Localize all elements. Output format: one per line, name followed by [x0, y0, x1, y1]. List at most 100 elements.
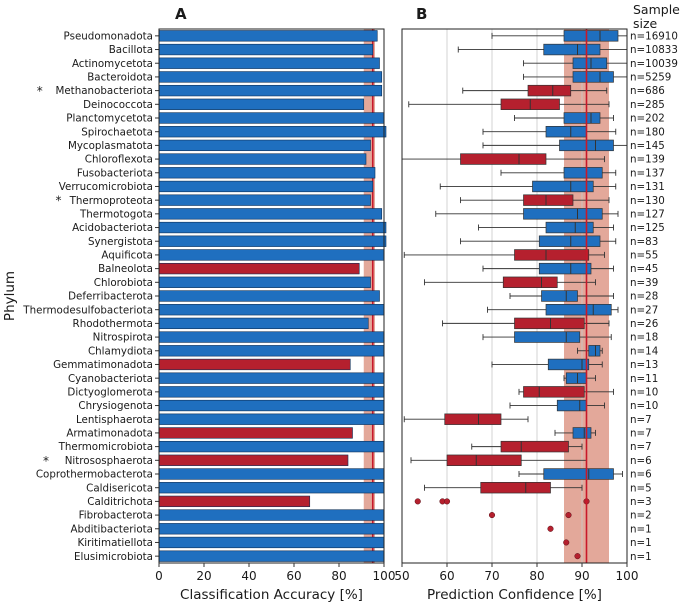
data-point: [574, 553, 581, 560]
phylum-label: Acidobacteriota: [72, 222, 153, 234]
confidence-box: [500, 440, 569, 453]
accuracy-bar: [158, 413, 385, 425]
accuracy-bar: [158, 358, 351, 371]
x-tick-label: 60: [286, 569, 301, 583]
panel-a-frame: [158, 28, 385, 564]
confidence-box: [572, 57, 608, 69]
accuracy-bar: [158, 331, 385, 343]
starred-marker-icon: *: [43, 454, 49, 468]
phylum-label: Chloroflexota: [85, 154, 153, 166]
confidence-box: [514, 317, 585, 330]
confidence-box: [543, 468, 614, 480]
x-tick-label: 0: [155, 569, 163, 583]
phylum-label: Chlamydiota: [88, 345, 153, 357]
phylum-label: Thermomicrobiota: [58, 441, 153, 453]
sample-size-label: n=7: [630, 414, 652, 426]
confidence-box: [538, 262, 592, 275]
panel-a: Pseudomonadota Bacillota Actinomycetota Bac…: [2, 5, 395, 603]
confidence-box: [523, 194, 574, 206]
data-point: [565, 512, 572, 519]
accuracy-bar: [158, 386, 385, 398]
accuracy-bar: [158, 372, 385, 384]
sample-size-label: n=180: [630, 126, 665, 138]
data-point: [443, 498, 451, 505]
sample-size-label: n=130: [630, 195, 665, 207]
phylum-label: Nitrospirota: [93, 332, 153, 344]
sample-size-label: n=6: [630, 455, 652, 467]
accuracy-bar: [158, 112, 385, 124]
accuracy-bar: [158, 208, 383, 220]
sample-size-label: n=13: [630, 359, 658, 371]
sample-size-label: n=5259: [630, 72, 671, 84]
accuracy-bar: [158, 153, 367, 165]
accuracy-bar: [158, 84, 383, 97]
confidence-box: [563, 30, 619, 42]
sample-size-label: n=18: [630, 332, 658, 344]
confidence-box: [527, 84, 572, 97]
accuracy-bar: [158, 509, 385, 521]
confidence-box: [541, 290, 578, 302]
confidence-box: [502, 276, 558, 288]
confidence-box: [543, 43, 601, 56]
x-tick-label: 60: [439, 569, 454, 583]
sample-size-label: n=10: [630, 400, 658, 412]
confidence-box: [588, 345, 601, 357]
confidence-box: [532, 180, 594, 193]
sample-size-label: n=285: [630, 99, 665, 111]
accuracy-bar: [158, 139, 371, 152]
sample-size-label: n=125: [630, 222, 665, 234]
sample-size-label: n=1: [630, 523, 652, 535]
phylum-label: Fibrobacterota: [79, 510, 153, 522]
sample-size-header-line2: size: [633, 16, 658, 31]
phylum-label: Synergistota: [88, 236, 153, 248]
phylum-label: Aquificota: [101, 250, 153, 262]
confidence-box: [563, 112, 601, 124]
sample-size-label: n=11: [630, 373, 658, 385]
phylum-label: Gemmatimonadota: [53, 359, 153, 371]
accuracy-bar: [158, 249, 385, 261]
phylum-label: Fusobacteriota: [77, 167, 153, 179]
phylum-label: Spirochaetota: [81, 126, 153, 138]
x-tick-label: 50: [394, 569, 409, 583]
sample-size-label: n=137: [630, 167, 665, 179]
phylum-label: Balneolota: [98, 263, 153, 275]
phylum-label: Bacillota: [109, 44, 153, 56]
accuracy-bar: [158, 98, 365, 110]
accuracy-bar: [158, 304, 385, 316]
accuracy-bar: [158, 482, 385, 494]
accuracy-bar: [158, 454, 349, 466]
x-tick-label: 90: [574, 569, 589, 583]
sample-size-label: n=1: [630, 537, 652, 549]
confidence-box: [444, 413, 502, 425]
x-tick-label: 70: [484, 569, 499, 583]
sample-size-label: n=131: [630, 181, 665, 193]
phylum-label: Nitrososphaerota: [65, 455, 153, 467]
phylum-label: Kiritimatiellota: [77, 537, 153, 549]
sample-size-label: n=2: [630, 510, 652, 522]
phylum-label: Coprothermobacterota: [36, 469, 153, 481]
sample-size-label: n=83: [630, 236, 658, 248]
accuracy-bar: [158, 290, 380, 302]
accuracy-bar: [158, 262, 360, 275]
accuracy-bar: [158, 468, 385, 480]
confidence-box: [514, 331, 581, 343]
data-point: [488, 512, 496, 519]
sample-size-label: n=14: [630, 345, 658, 357]
phylum-label: Armatimonadota: [66, 428, 153, 440]
accuracy-bar: [158, 30, 378, 42]
sample-size-label: n=202: [630, 113, 665, 125]
confidence-box: [480, 482, 551, 494]
sample-size-label: n=1: [630, 551, 652, 563]
sample-size-label: n=10039: [630, 58, 678, 70]
confidence-box: [523, 386, 585, 398]
confidence-box: [572, 427, 592, 439]
phylum-label: Chlorobiota: [94, 277, 153, 289]
phylum-label: Deferribacterota: [68, 291, 153, 303]
confidence-box: [545, 126, 587, 138]
confidence-box: [538, 235, 601, 247]
phylum-label: Calditrichota: [87, 496, 153, 508]
confidence-box: [565, 372, 587, 384]
panel-b: 50 60 70 80 90 100 n=16910 n=10833 n=10039 n=5259…: [394, 2, 680, 603]
sample-size-label: n=145: [630, 140, 665, 152]
sample-size-label: n=7: [630, 441, 652, 453]
